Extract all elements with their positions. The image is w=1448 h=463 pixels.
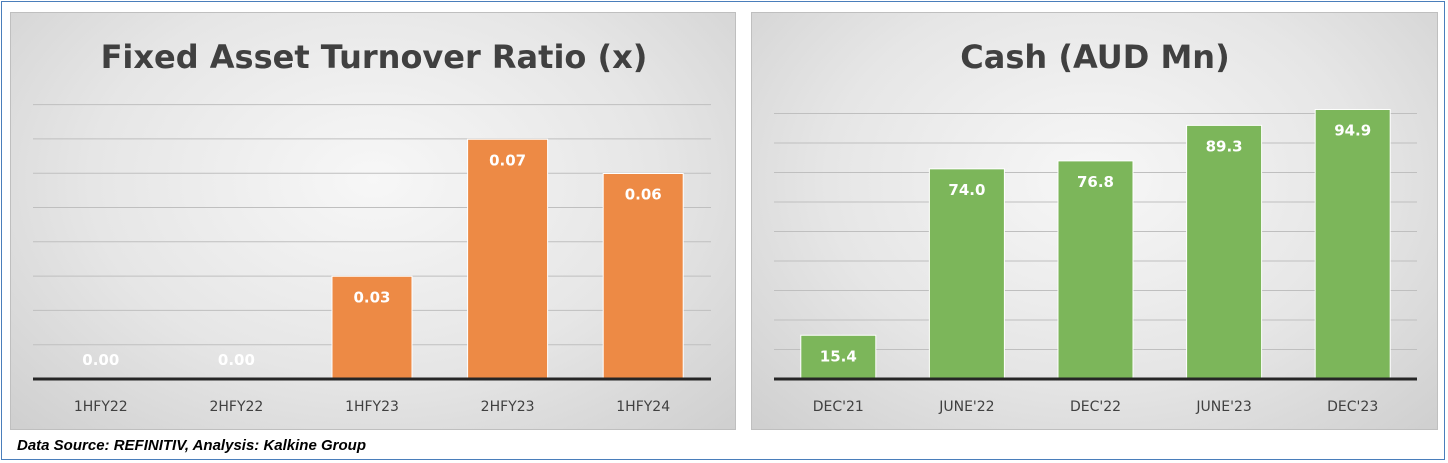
- bar: [1057, 160, 1134, 380]
- cash-chart: Cash (AUD Mn) 15.4 DEC'21 74.0 JUNE'22 76.8 DE…: [751, 12, 1438, 430]
- data-label: 89.3: [1206, 137, 1243, 155]
- category-label: 1HFY24: [616, 399, 670, 415]
- category-label: DEC'21: [813, 399, 864, 415]
- data-label: 15.4: [820, 347, 857, 365]
- category-label: JUNE'22: [938, 399, 994, 415]
- chart-title: Fixed Asset Turnover Ratio (x): [101, 38, 648, 76]
- bar: [800, 334, 877, 380]
- fixed-asset-turnover-chart: Fixed Asset Turnover Ratio (x) 0.00 1HFY22…: [10, 12, 736, 430]
- bar: [1186, 124, 1263, 380]
- data-label: 94.9: [1334, 121, 1371, 139]
- data-label: 76.8: [1077, 173, 1114, 191]
- cash-plot: Cash (AUD Mn) 15.4 DEC'21 74.0 JUNE'22 76.8 DE…: [774, 38, 1417, 415]
- data-source-footer: Data Source: REFINITIV, Analysis: Kalkin…: [17, 437, 366, 454]
- category-label: DEC'23: [1327, 399, 1378, 415]
- bar: [602, 173, 684, 380]
- bar: [467, 138, 549, 380]
- category-label: 2HFY23: [481, 399, 535, 415]
- data-label: 0.06: [625, 186, 662, 204]
- category-label: 1HFY23: [345, 399, 399, 415]
- category-label: 2HFY22: [209, 399, 263, 415]
- fixed-asset-turnover-plot: Fixed Asset Turnover Ratio (x) 0.00 1HFY22…: [33, 38, 711, 415]
- category-label: JUNE'23: [1195, 399, 1251, 415]
- data-label: 0.03: [353, 288, 390, 306]
- chart-title: Cash (AUD Mn): [960, 38, 1229, 76]
- category-label: 1HFY22: [74, 399, 128, 415]
- bar: [1314, 108, 1391, 380]
- data-label: 74.0: [948, 181, 985, 199]
- category-label: DEC'22: [1070, 399, 1121, 415]
- data-label: 0.00: [82, 351, 119, 369]
- data-label: 0.00: [218, 351, 255, 369]
- data-label: 0.07: [489, 151, 526, 169]
- bar: [928, 168, 1005, 380]
